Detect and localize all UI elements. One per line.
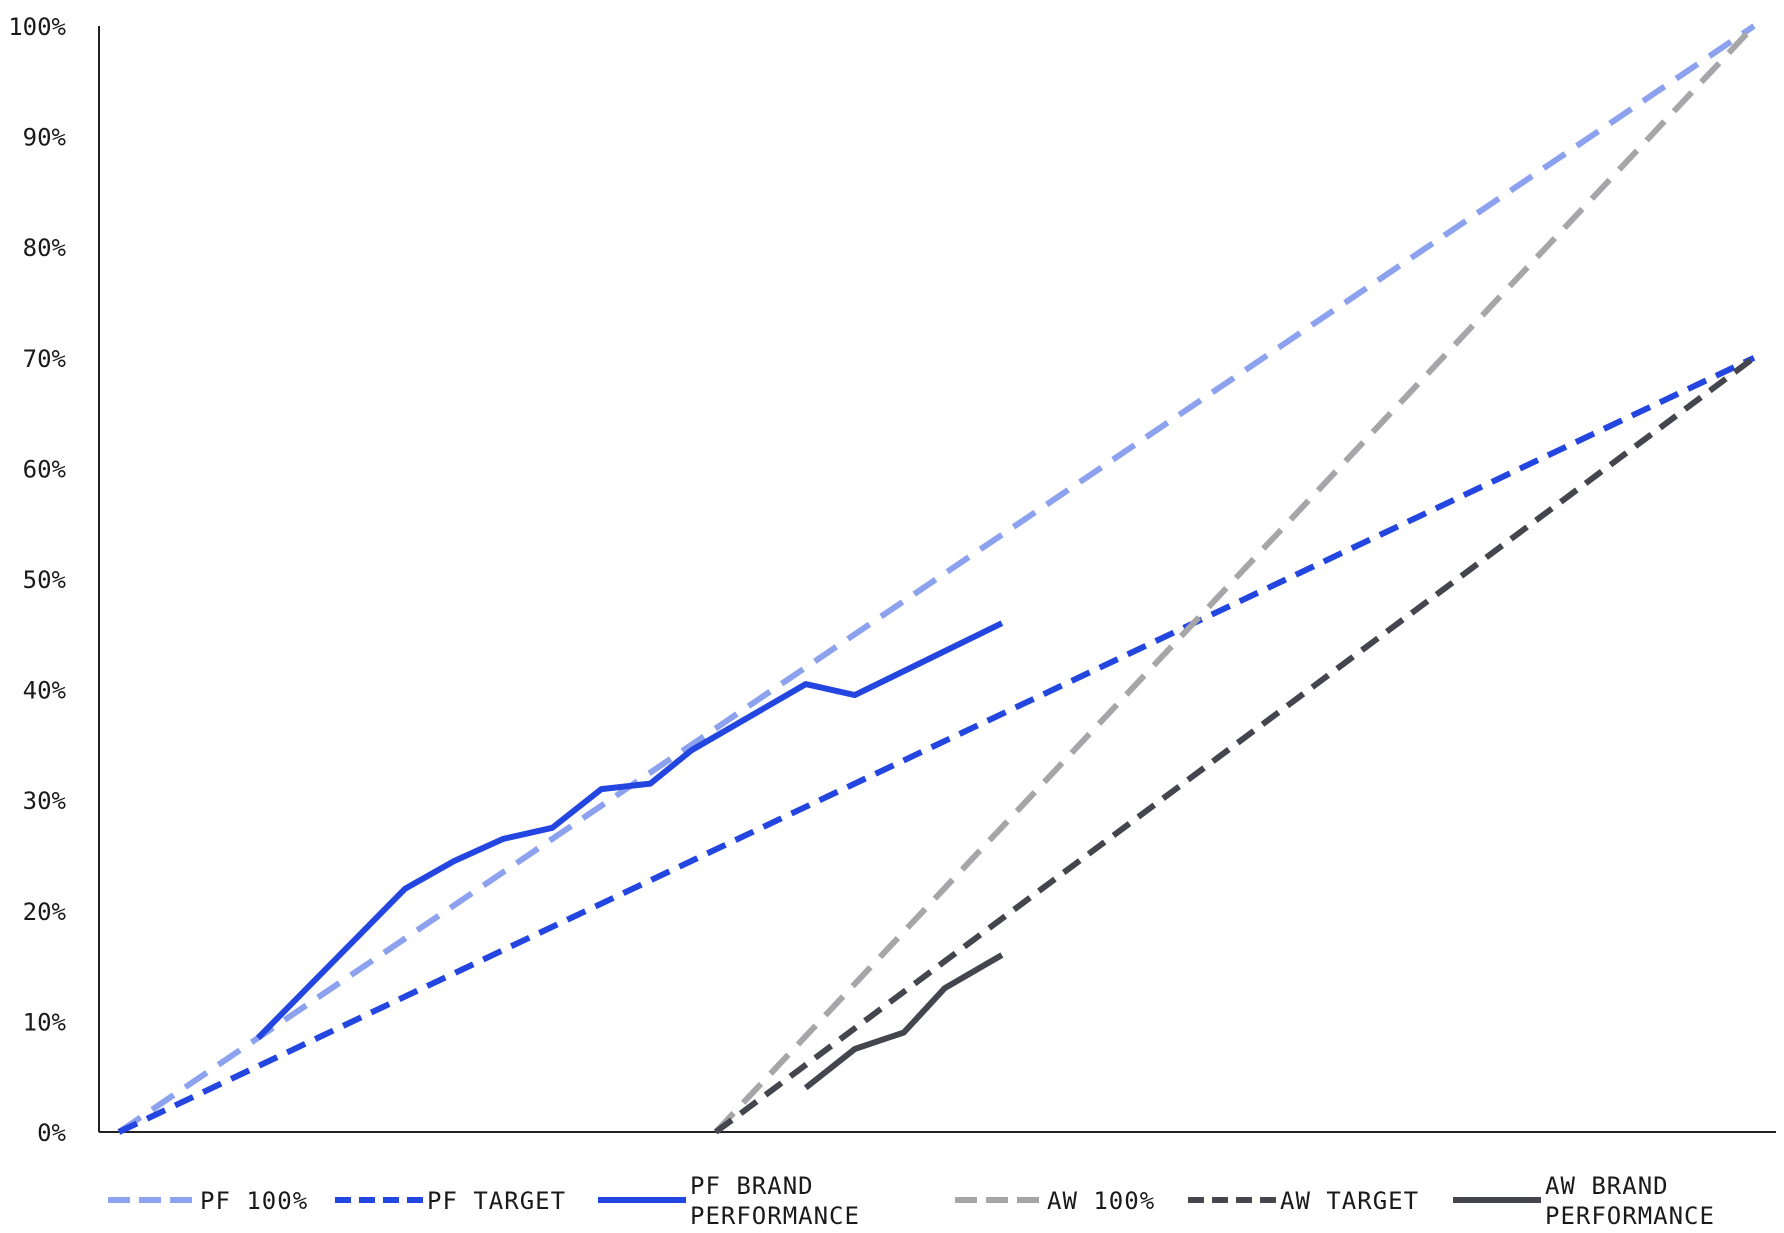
legend-label-pf-brand: PF BRAND xyxy=(690,1172,814,1200)
series-line-aw-brand xyxy=(803,952,1004,1091)
series-line-aw-target xyxy=(714,355,1756,1135)
series-line-aw-100 xyxy=(713,23,1757,1135)
legend-label-aw-target: AW TARGET xyxy=(1280,1187,1419,1215)
legend-label-aw-brand: PERFORMANCE xyxy=(1545,1202,1715,1229)
legend-label-aw-100: AW 100% xyxy=(1047,1187,1155,1215)
legend-label-pf-brand: PERFORMANCE xyxy=(690,1202,860,1229)
y-tick-label: 70% xyxy=(23,345,67,373)
axes xyxy=(98,26,1776,1133)
y-tick-label: 100% xyxy=(8,13,66,41)
legend-label-pf-target: PF TARGET xyxy=(427,1187,566,1215)
y-tick-label: 0% xyxy=(37,1119,66,1147)
y-tick-label: 30% xyxy=(23,787,67,815)
y-tick-label: 60% xyxy=(23,455,67,483)
y-tick-label: 50% xyxy=(23,566,67,594)
y-tick-label: 40% xyxy=(23,677,67,705)
y-tick-label: 20% xyxy=(23,898,67,926)
series-line-pf-target xyxy=(117,355,1756,1135)
legend-label-pf-100: PF 100% xyxy=(200,1187,308,1215)
y-axis-ticks: 0% 10% 20% 30% 40% 50% 60% 70% 80% 90% 100% xyxy=(8,13,66,1147)
y-tick-label: 90% xyxy=(23,124,67,152)
y-tick-label: 10% xyxy=(23,1008,67,1036)
legend-label-aw-brand: AW BRAND xyxy=(1545,1172,1669,1200)
series-line-pf-100 xyxy=(117,23,1756,1135)
series-line-pf-brand xyxy=(255,620,1004,1041)
y-tick-label: 80% xyxy=(23,234,67,262)
series-lines xyxy=(117,23,1757,1135)
